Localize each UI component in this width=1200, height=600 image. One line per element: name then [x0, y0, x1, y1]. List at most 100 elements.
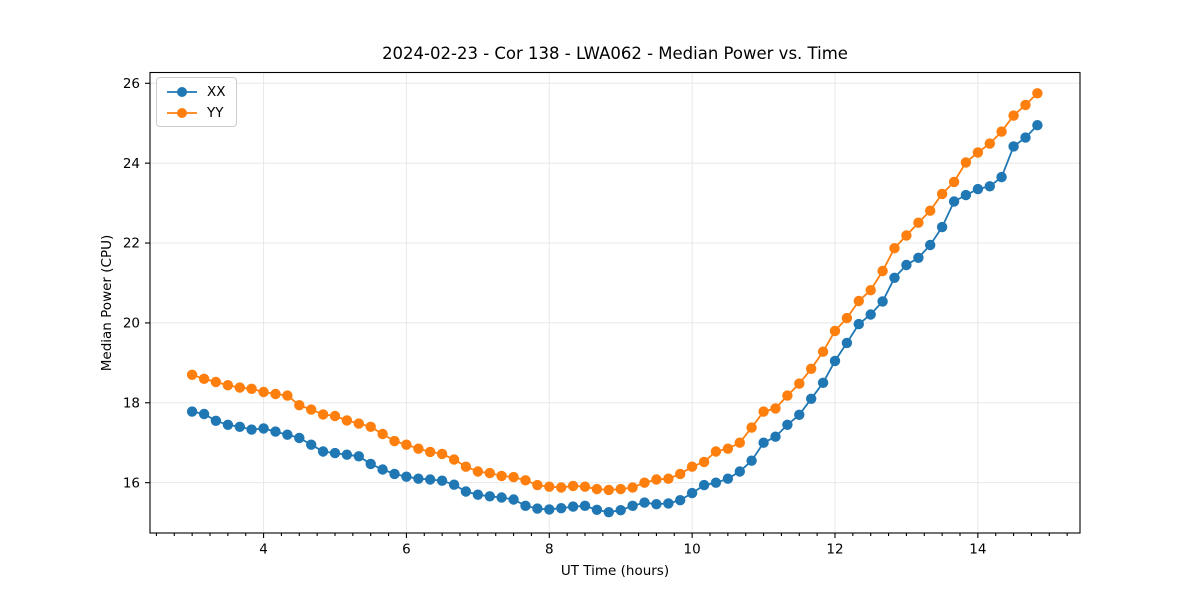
legend: XX YY [156, 77, 237, 127]
series-yy-marker [710, 446, 722, 457]
series-yy-marker [448, 454, 460, 465]
series-xx-marker [246, 424, 257, 435]
series-xx-marker [567, 501, 579, 512]
series-xx-marker [306, 439, 317, 450]
series-xx-marker [901, 259, 912, 271]
series-xx-marker [758, 437, 769, 448]
series-yy-marker [746, 422, 757, 433]
y-tick-label: 20 [123, 316, 140, 332]
series-xx-marker [925, 239, 936, 251]
series-xx-marker [317, 446, 329, 457]
series-yy-marker [817, 346, 829, 357]
series-xx-marker [1020, 132, 1031, 143]
y-tick-label: 24 [123, 156, 140, 172]
series-yy-marker [341, 415, 353, 426]
series-yy-marker [615, 483, 626, 495]
y-tick-label: 18 [123, 395, 140, 411]
y-tick-label: 22 [123, 236, 140, 252]
series-xx-marker [353, 451, 364, 462]
series-yy-marker [306, 404, 317, 415]
series-yy-marker [877, 265, 888, 277]
series-yy-marker [782, 390, 793, 401]
series-yy-marker [901, 230, 912, 241]
series-xx-marker [365, 458, 376, 470]
series-xx-marker [889, 272, 900, 283]
series-xx-marker [710, 477, 722, 488]
series-yy-marker [603, 484, 614, 496]
legend-entry-yy: YY [165, 103, 226, 122]
axes-spines [149, 71, 1081, 534]
series-yy-marker [829, 325, 841, 337]
series-xx-marker [663, 498, 674, 509]
series-xx-marker [520, 500, 531, 511]
series-xx-marker [651, 499, 662, 510]
series-xx-marker [603, 507, 614, 518]
series-xx-marker [794, 409, 805, 420]
y-tick-label: 26 [123, 76, 140, 92]
series-yy-marker [270, 388, 281, 400]
x-axis-label: UT Time (hours) [560, 563, 670, 579]
series-xx-marker [508, 494, 519, 505]
series-xx-marker [544, 504, 555, 515]
series-xx-marker [782, 419, 793, 430]
series-xx-marker [532, 503, 543, 514]
series-yy-marker [317, 409, 329, 420]
legend-label-yy: YY [207, 104, 224, 121]
series-xx-marker [698, 479, 710, 491]
series-xx-marker [817, 377, 829, 388]
series-xx-marker [496, 492, 507, 503]
series-yy-marker [591, 483, 603, 495]
series-yy-marker [1020, 99, 1031, 111]
series-yy-marker [234, 382, 245, 393]
series-yy-marker [365, 421, 376, 432]
series-xx-marker [186, 406, 198, 417]
series-yy-marker [1008, 110, 1019, 121]
series-xx-marker [770, 431, 781, 442]
series-xx-marker [270, 426, 281, 437]
series-yy-marker [413, 443, 424, 454]
series-yy-marker [853, 295, 864, 307]
series-xx-marker [425, 474, 436, 485]
series-yy-marker [770, 403, 781, 414]
series-xx-marker [401, 471, 412, 482]
series-xx-marker [913, 252, 924, 263]
y-axis-label: Median Power (CPU) [99, 234, 115, 372]
series-yy-marker [544, 481, 555, 492]
series-xx-marker [627, 500, 638, 511]
series-yy-marker [889, 243, 900, 254]
series-yy-marker [996, 126, 1007, 137]
series-xx-marker [734, 466, 745, 477]
series-yy-marker [532, 479, 543, 491]
series-xx-marker [198, 408, 210, 420]
series-xx-marker [639, 497, 650, 508]
series-yy-marker [698, 456, 710, 468]
series-yy-marker [663, 473, 674, 484]
series-xx [186, 120, 1043, 518]
series-xx-marker [591, 504, 603, 515]
series-yy-marker [841, 312, 853, 324]
series-xx-marker [389, 468, 400, 480]
series-xx-marker [675, 495, 686, 506]
series-yy-marker [353, 418, 364, 429]
series-yy-marker [401, 439, 412, 450]
series-yy-marker [436, 448, 448, 460]
series-xx-marker [984, 181, 995, 192]
series-yy-marker [556, 482, 567, 493]
series-xx-marker [806, 393, 817, 404]
series-yy-marker [972, 147, 984, 158]
series-yy-marker [865, 285, 876, 296]
series-yy-marker [520, 475, 531, 486]
series-yy-marker [579, 481, 591, 492]
series-xx-marker [413, 473, 424, 484]
series-xx-marker [865, 309, 876, 320]
series-yy-marker [460, 461, 472, 472]
series-yy-marker [722, 443, 734, 454]
series-xx-marker [258, 423, 269, 434]
series-yy-marker [258, 386, 269, 398]
series-xx-marker [484, 491, 495, 502]
series-yy-marker [806, 363, 817, 374]
series-yy-marker [651, 474, 662, 485]
series-yy-marker [377, 428, 388, 440]
series-yy-marker [508, 471, 519, 483]
